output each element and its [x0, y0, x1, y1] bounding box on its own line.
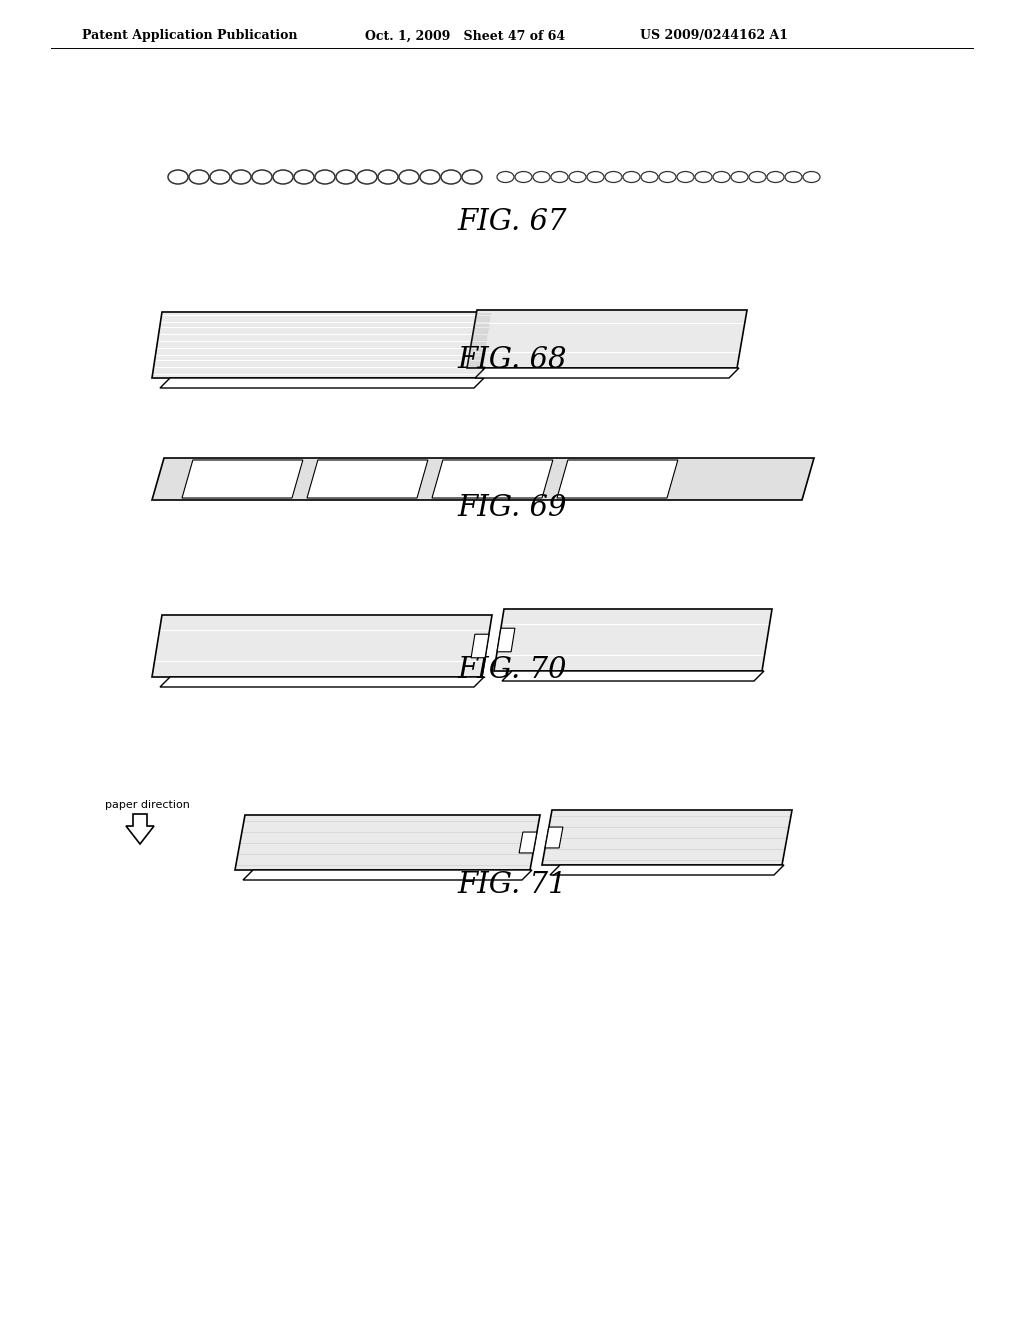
Ellipse shape [749, 172, 766, 182]
Polygon shape [467, 310, 746, 368]
Polygon shape [126, 814, 154, 843]
Ellipse shape [623, 172, 640, 182]
Ellipse shape [189, 170, 209, 183]
Ellipse shape [462, 170, 482, 183]
Polygon shape [494, 609, 772, 671]
Ellipse shape [767, 172, 784, 182]
Ellipse shape [587, 172, 604, 182]
Polygon shape [497, 628, 515, 652]
Ellipse shape [315, 170, 335, 183]
Ellipse shape [677, 172, 694, 182]
Ellipse shape [497, 172, 514, 182]
Ellipse shape [659, 172, 676, 182]
Polygon shape [152, 458, 814, 500]
Polygon shape [475, 368, 739, 378]
Ellipse shape [534, 172, 550, 182]
Text: FIG. 68: FIG. 68 [458, 346, 566, 374]
Polygon shape [234, 814, 540, 870]
Ellipse shape [551, 172, 568, 182]
Polygon shape [519, 832, 537, 853]
Text: FIG. 69: FIG. 69 [458, 494, 566, 521]
Polygon shape [160, 378, 484, 388]
Text: FIG. 67: FIG. 67 [458, 209, 566, 236]
Ellipse shape [399, 170, 419, 183]
Ellipse shape [695, 172, 712, 182]
Text: paper direction: paper direction [105, 800, 189, 810]
Polygon shape [550, 865, 784, 875]
Ellipse shape [569, 172, 586, 182]
Polygon shape [542, 810, 792, 865]
Polygon shape [557, 459, 678, 498]
Ellipse shape [210, 170, 230, 183]
Polygon shape [152, 312, 492, 378]
Ellipse shape [357, 170, 377, 183]
Ellipse shape [515, 172, 532, 182]
Ellipse shape [731, 172, 748, 182]
Text: FIG. 71: FIG. 71 [458, 871, 566, 899]
Text: FIG. 70: FIG. 70 [458, 656, 566, 684]
Ellipse shape [641, 172, 658, 182]
Ellipse shape [336, 170, 356, 183]
Polygon shape [152, 615, 492, 677]
Ellipse shape [441, 170, 461, 183]
Polygon shape [182, 459, 303, 498]
Ellipse shape [713, 172, 730, 182]
Ellipse shape [294, 170, 314, 183]
Ellipse shape [605, 172, 622, 182]
Polygon shape [545, 828, 563, 847]
Polygon shape [307, 459, 428, 498]
Ellipse shape [785, 172, 802, 182]
Ellipse shape [231, 170, 251, 183]
Text: Oct. 1, 2009   Sheet 47 of 64: Oct. 1, 2009 Sheet 47 of 64 [365, 29, 565, 42]
Text: US 2009/0244162 A1: US 2009/0244162 A1 [640, 29, 788, 42]
Ellipse shape [273, 170, 293, 183]
Polygon shape [243, 870, 532, 880]
Ellipse shape [378, 170, 398, 183]
Polygon shape [432, 459, 553, 498]
Text: Patent Application Publication: Patent Application Publication [82, 29, 298, 42]
Ellipse shape [168, 170, 188, 183]
Ellipse shape [420, 170, 440, 183]
Ellipse shape [252, 170, 272, 183]
Polygon shape [160, 677, 484, 686]
Polygon shape [502, 671, 764, 681]
Ellipse shape [803, 172, 820, 182]
Polygon shape [471, 634, 488, 657]
